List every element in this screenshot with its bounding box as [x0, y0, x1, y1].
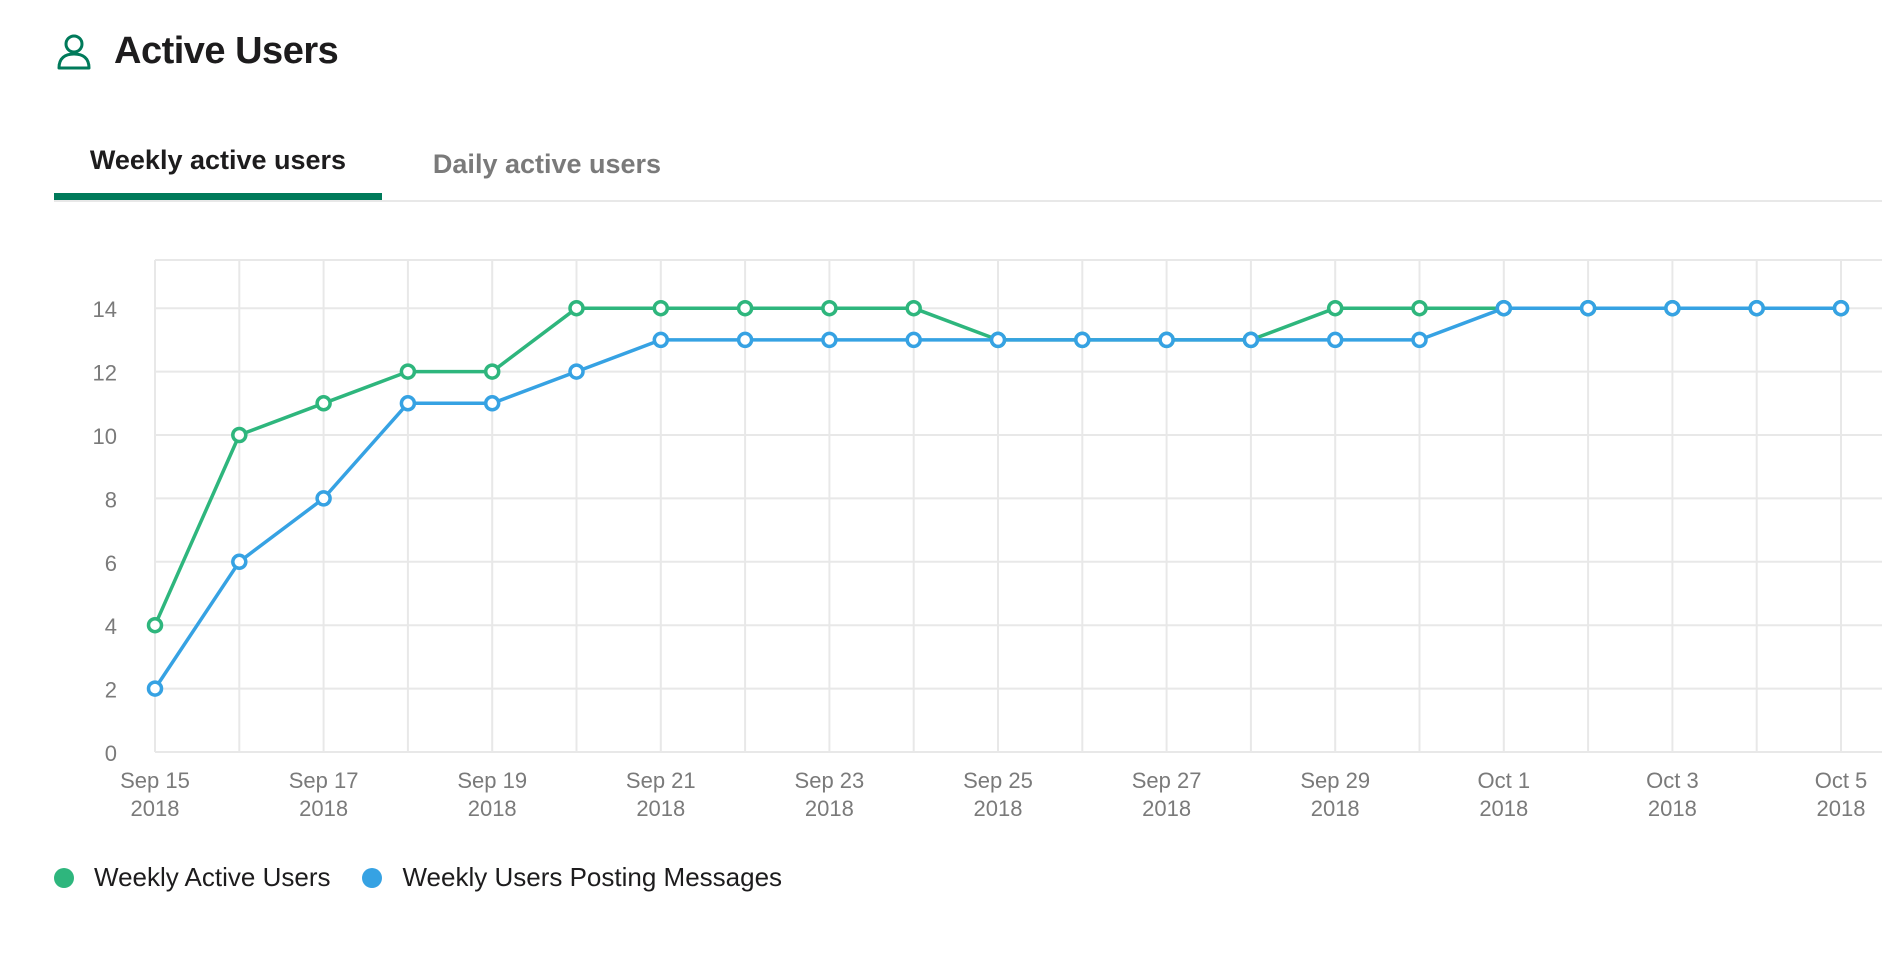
y-tick-label: 8 — [105, 487, 117, 512]
y-tick-label: 2 — [105, 678, 117, 703]
x-tick-label: Sep 21 — [626, 768, 696, 793]
data-point-series-1[interactable] — [1411, 331, 1428, 349]
data-point-series-0[interactable] — [568, 299, 585, 317]
x-tick-label-year: 2018 — [1648, 796, 1697, 821]
data-point-series-1[interactable] — [1748, 299, 1765, 317]
legend-item-weekly-users-posting[interactable]: Weekly Users Posting Messages — [362, 862, 782, 893]
data-point-series-1[interactable] — [146, 680, 164, 697]
x-tick-label-year: 2018 — [299, 796, 348, 821]
data-point-series-0[interactable] — [483, 363, 501, 380]
data-point-series-1[interactable] — [1074, 331, 1091, 349]
y-tick-label: 14 — [93, 297, 117, 322]
x-tick-label: Sep 23 — [795, 768, 865, 793]
y-axis: 0 2 4 6 8 10 12 14 — [93, 297, 117, 766]
x-tick-label-year: 2018 — [1311, 796, 1360, 821]
tab-weekly-active-users[interactable]: Weekly active users — [54, 128, 382, 200]
data-point-series-1[interactable] — [399, 395, 417, 412]
data-point-series-1[interactable] — [989, 331, 1007, 349]
data-point-series-1[interactable] — [652, 331, 670, 349]
page-header: Active Users — [54, 28, 339, 74]
x-tick-label-year: 2018 — [468, 796, 517, 821]
user-icon — [57, 34, 91, 70]
data-point-series-1[interactable] — [483, 395, 501, 412]
x-tick-label-year: 2018 — [805, 796, 854, 821]
data-point-series-0[interactable] — [736, 299, 754, 317]
x-tick-label: Oct 1 — [1478, 768, 1531, 793]
data-point-series-1[interactable] — [905, 331, 922, 349]
x-tick-label: Sep 15 — [120, 768, 190, 793]
data-point-series-0[interactable] — [315, 395, 332, 412]
x-axis: Sep 15 2018 Sep 17 2018 Sep 19 2018 Sep 21 2018… — [120, 768, 1867, 821]
data-point-series-1[interactable] — [1495, 299, 1513, 317]
y-tick-label: 12 — [93, 361, 117, 386]
data-point-series-1[interactable] — [1242, 331, 1260, 349]
data-point-series-1[interactable] — [231, 553, 248, 571]
legend-dot-blue — [362, 867, 383, 888]
x-tick-label: Oct 3 — [1646, 768, 1699, 793]
legend-label: Weekly Users Posting Messages — [402, 862, 783, 892]
data-point-series-1[interactable] — [1832, 299, 1850, 317]
data-point-series-0[interactable] — [652, 299, 670, 317]
y-tick-label: 0 — [105, 741, 117, 766]
data-point-series-0[interactable] — [146, 616, 164, 634]
data-point-series-1[interactable] — [736, 331, 754, 349]
page-title: Active Users — [114, 29, 339, 72]
chart-grid — [154, 259, 1882, 753]
x-tick-label-year: 2018 — [1479, 796, 1528, 821]
data-point-series-0[interactable] — [1326, 299, 1344, 317]
data-point-series-1[interactable] — [1664, 299, 1681, 317]
x-tick-label: Sep 29 — [1300, 768, 1370, 793]
y-tick-label: 10 — [93, 424, 117, 449]
data-point-series-0[interactable] — [231, 426, 248, 444]
x-tick-label: Oct 5 — [1815, 768, 1868, 793]
data-point-series-1[interactable] — [1158, 331, 1175, 349]
legend-dot-green — [54, 867, 74, 888]
data-point-series-1[interactable] — [315, 490, 332, 507]
legend-label: Weekly Active Users — [94, 862, 331, 892]
tab-daily-active-users[interactable]: Daily active users — [432, 148, 662, 179]
y-tick-label: 6 — [105, 551, 117, 576]
data-point-series-1[interactable] — [1579, 299, 1597, 317]
data-point-series-1[interactable] — [821, 331, 838, 349]
x-tick-label-year: 2018 — [1817, 796, 1866, 821]
x-tick-label: Sep 27 — [1132, 768, 1202, 793]
legend-item-weekly-active-users[interactable]: Weekly Active Users — [54, 862, 330, 893]
data-point-series-0[interactable] — [399, 363, 417, 380]
data-point-series-0[interactable] — [821, 299, 838, 317]
line-chart: 0 2 4 6 8 10 12 14 Sep 15 2018 Sep 17 2018 Sep 19 20… — [93, 259, 1882, 821]
chart-legend: Weekly Active Users Weekly Users Posting… — [54, 862, 814, 893]
x-tick-label: Sep 19 — [457, 768, 527, 793]
x-tick-label-year: 2018 — [974, 796, 1023, 821]
tab-bar: Weekly active users Daily active users — [54, 128, 1882, 202]
data-point-series-1[interactable] — [568, 363, 585, 380]
x-tick-label-year: 2018 — [131, 796, 180, 821]
x-tick-label: Sep 17 — [289, 768, 359, 793]
x-tick-label: Sep 25 — [963, 768, 1033, 793]
data-point-series-1[interactable] — [1326, 331, 1344, 349]
data-point-series-0[interactable] — [905, 299, 922, 317]
series-points — [146, 299, 1850, 697]
y-tick-label: 4 — [105, 614, 117, 639]
x-tick-label-year: 2018 — [636, 796, 685, 821]
data-point-series-0[interactable] — [1411, 299, 1428, 317]
x-tick-label-year: 2018 — [1142, 796, 1191, 821]
